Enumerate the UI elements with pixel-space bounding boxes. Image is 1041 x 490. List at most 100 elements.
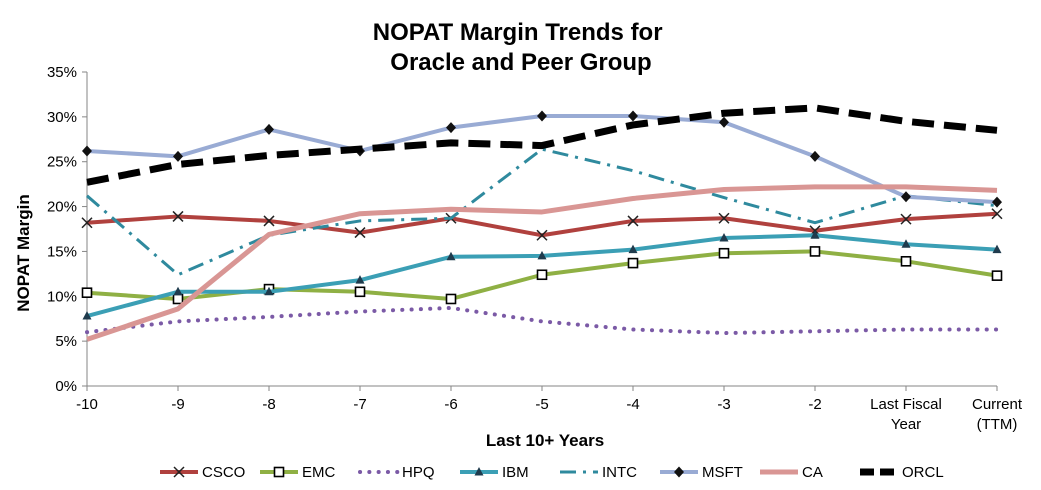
data-point-emc: [354, 286, 366, 298]
data-point-csco-stroke: [354, 227, 366, 239]
legend-label-csco: CSCO: [202, 464, 245, 481]
data-point-csco: [81, 217, 93, 229]
data-point-msft: [537, 110, 547, 122]
series-msft: [82, 110, 1002, 208]
data-point-emc: [172, 293, 184, 305]
legend-item-csco: CSCO: [160, 464, 245, 481]
chart-title-line-2: Oracle and Peer Group: [390, 49, 651, 76]
data-point-csco-stroke: [263, 215, 275, 227]
y-tick-label: 30%: [47, 109, 77, 126]
x-tick-label: -4: [626, 396, 639, 413]
data-point-ibm: [264, 286, 274, 296]
data-point-csco: [172, 210, 184, 222]
y-tick-label: 20%: [47, 199, 77, 216]
legend-item-emc: EMC: [260, 464, 336, 481]
data-point-csco-stroke: [536, 229, 548, 241]
data-point-csco-stroke: [991, 208, 1003, 220]
chart-title-line-1: NOPAT Margin Trends for: [373, 19, 663, 46]
legend-label-ibm: IBM: [502, 464, 529, 481]
data-point-csco: [536, 229, 548, 241]
x-tick-label: -10: [76, 396, 98, 413]
series-line-orcl: [86, 104, 998, 186]
x-tick-label: -3: [717, 396, 730, 413]
x-tick-label-line: Last Fiscal: [870, 396, 942, 413]
data-point-emc: [81, 287, 93, 298]
legend-marker-msft: [674, 466, 684, 478]
x-tick-label-line: -9: [171, 396, 184, 413]
series-line-intc: [86, 147, 998, 277]
y-tick-label: 5%: [55, 333, 77, 350]
x-tick-label: -2: [808, 396, 821, 413]
data-point-csco-stroke: [900, 213, 912, 225]
x-tick-label: -7: [353, 396, 366, 413]
data-point-ibm: [901, 239, 911, 248]
y-tick-label: 25%: [47, 154, 77, 171]
x-tick-label-line: -7: [353, 396, 366, 413]
legend-marker-emc: [273, 466, 285, 478]
legend-item-ibm: IBM: [460, 464, 529, 481]
legend-label-emc: EMC: [302, 464, 336, 481]
data-point-ibm: [446, 251, 456, 261]
x-tick-label-line: -6: [444, 396, 457, 413]
chart-title: NOPAT Margin Trends for Oracle and Peer …: [373, 19, 669, 76]
data-point-emc: [809, 246, 821, 257]
series-hpq: [85, 305, 999, 336]
legend-item-msft: MSFT: [660, 464, 743, 481]
data-point-csco-stroke: [718, 212, 730, 224]
x-tick-label: -9: [171, 396, 184, 413]
data-point-csco: [900, 213, 912, 225]
legend-label-ca: CA: [802, 464, 823, 481]
series-ibm: [82, 230, 1002, 320]
data-point-csco: [627, 215, 639, 227]
data-point-msft: [446, 122, 456, 134]
data-point-csco-stroke: [627, 215, 639, 227]
data-point-msft: [901, 191, 911, 203]
data-point-csco: [354, 227, 366, 239]
data-point-ibm: [537, 250, 547, 260]
legend-label-orcl: ORCL: [902, 464, 944, 481]
data-point-csco-stroke: [172, 210, 184, 222]
data-point-csco: [991, 208, 1003, 220]
data-point-emc: [627, 257, 639, 269]
data-point-msft: [719, 116, 729, 128]
y-tick-label: 10%: [47, 288, 77, 305]
x-tick-label-line: -4: [626, 396, 639, 413]
series-line-hpq: [85, 305, 999, 336]
data-point-ibm: [173, 286, 183, 296]
data-point-ibm: [719, 232, 729, 242]
series-orcl: [86, 104, 998, 186]
data-point-ibm: [82, 311, 92, 320]
data-point-emc: [445, 293, 457, 305]
legend-item-orcl: ORCL: [860, 464, 944, 481]
legend-label-hpq: HPQ: [402, 464, 435, 481]
x-tick-label: Last Fiscal Year: [870, 396, 942, 433]
x-tick-label: -5: [535, 396, 548, 413]
x-tick-label-line: -2: [808, 396, 821, 413]
x-tick-label-line: Year: [891, 416, 921, 433]
x-tick-label-line: (TTM): [977, 416, 1018, 433]
data-point-emc: [536, 269, 548, 281]
x-tick-label-line: -5: [535, 396, 548, 413]
data-point-msft: [992, 196, 1002, 208]
data-point-ibm: [628, 244, 638, 254]
legend-label-msft: MSFT: [702, 464, 743, 481]
data-point-msft: [82, 145, 92, 157]
legend-label-intc: INTC: [602, 464, 637, 481]
legend: CSCO EMC HPQ IBM INTC MSFT CA ORCL: [160, 464, 944, 481]
legend-marker-csco: [173, 466, 185, 478]
data-point-msft: [810, 150, 820, 162]
data-point-msft: [173, 150, 183, 162]
data-point-msft: [628, 110, 638, 122]
legend-marker-ibm: [474, 467, 484, 476]
legend-item-ca: CA: [760, 464, 823, 481]
x-tick-label-line: -3: [717, 396, 730, 413]
x-tick-label-line: -8: [262, 396, 275, 413]
legend-marker-csco-stroke: [173, 466, 185, 478]
data-point-msft: [264, 123, 274, 135]
y-tick-label: 15%: [47, 243, 77, 260]
series-line-ca: [86, 184, 998, 342]
data-point-emc: [900, 255, 912, 267]
x-tick-label: -6: [444, 396, 457, 413]
x-axis-title: Last 10+ Years: [486, 431, 604, 450]
